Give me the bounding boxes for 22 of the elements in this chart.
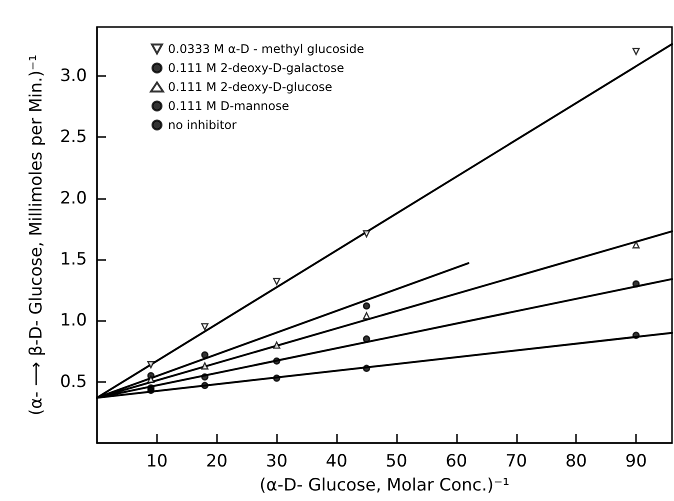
x-tick-label: 90 — [625, 452, 647, 472]
x-tick-label: 20 — [206, 452, 228, 472]
y-tick-label: 0.5 — [60, 372, 87, 392]
legend-label: 0.111 M 2-deoxy-D-galactose — [168, 61, 344, 75]
x-tick-label: 30 — [266, 452, 288, 472]
x-tick-label: 80 — [565, 452, 587, 472]
y-tick-label: 2.5 — [60, 127, 87, 148]
x-tick-label: 50 — [386, 452, 408, 472]
y-tick-label: 2.0 — [60, 188, 87, 208]
legend-label: 0.0333 M α-D - methyl glucoside — [168, 42, 364, 56]
legend-label: 0.111 M 2-deoxy-D-glucose — [168, 80, 332, 94]
x-tick-label: 60 — [446, 452, 468, 472]
y-tick-label: 3.0 — [60, 66, 87, 86]
x-axis-title: (α-D- Glucose, Molar Conc.)⁻¹ — [260, 476, 510, 496]
legend-label: no inhibitor — [168, 118, 237, 132]
y-axis-title: (α- ⟶ β-D- Glucose, Millimoles per Min.)⁻¹ — [26, 54, 46, 416]
x-tick-label: 70 — [505, 452, 528, 472]
y-tick-label: 1.5 — [60, 249, 87, 270]
y-tick-label: 1.0 — [60, 310, 87, 331]
x-tick-label: 10 — [146, 452, 168, 472]
x-tick-label: 40 — [326, 452, 348, 472]
legend-label: 0.111 M D-mannose — [168, 99, 290, 113]
